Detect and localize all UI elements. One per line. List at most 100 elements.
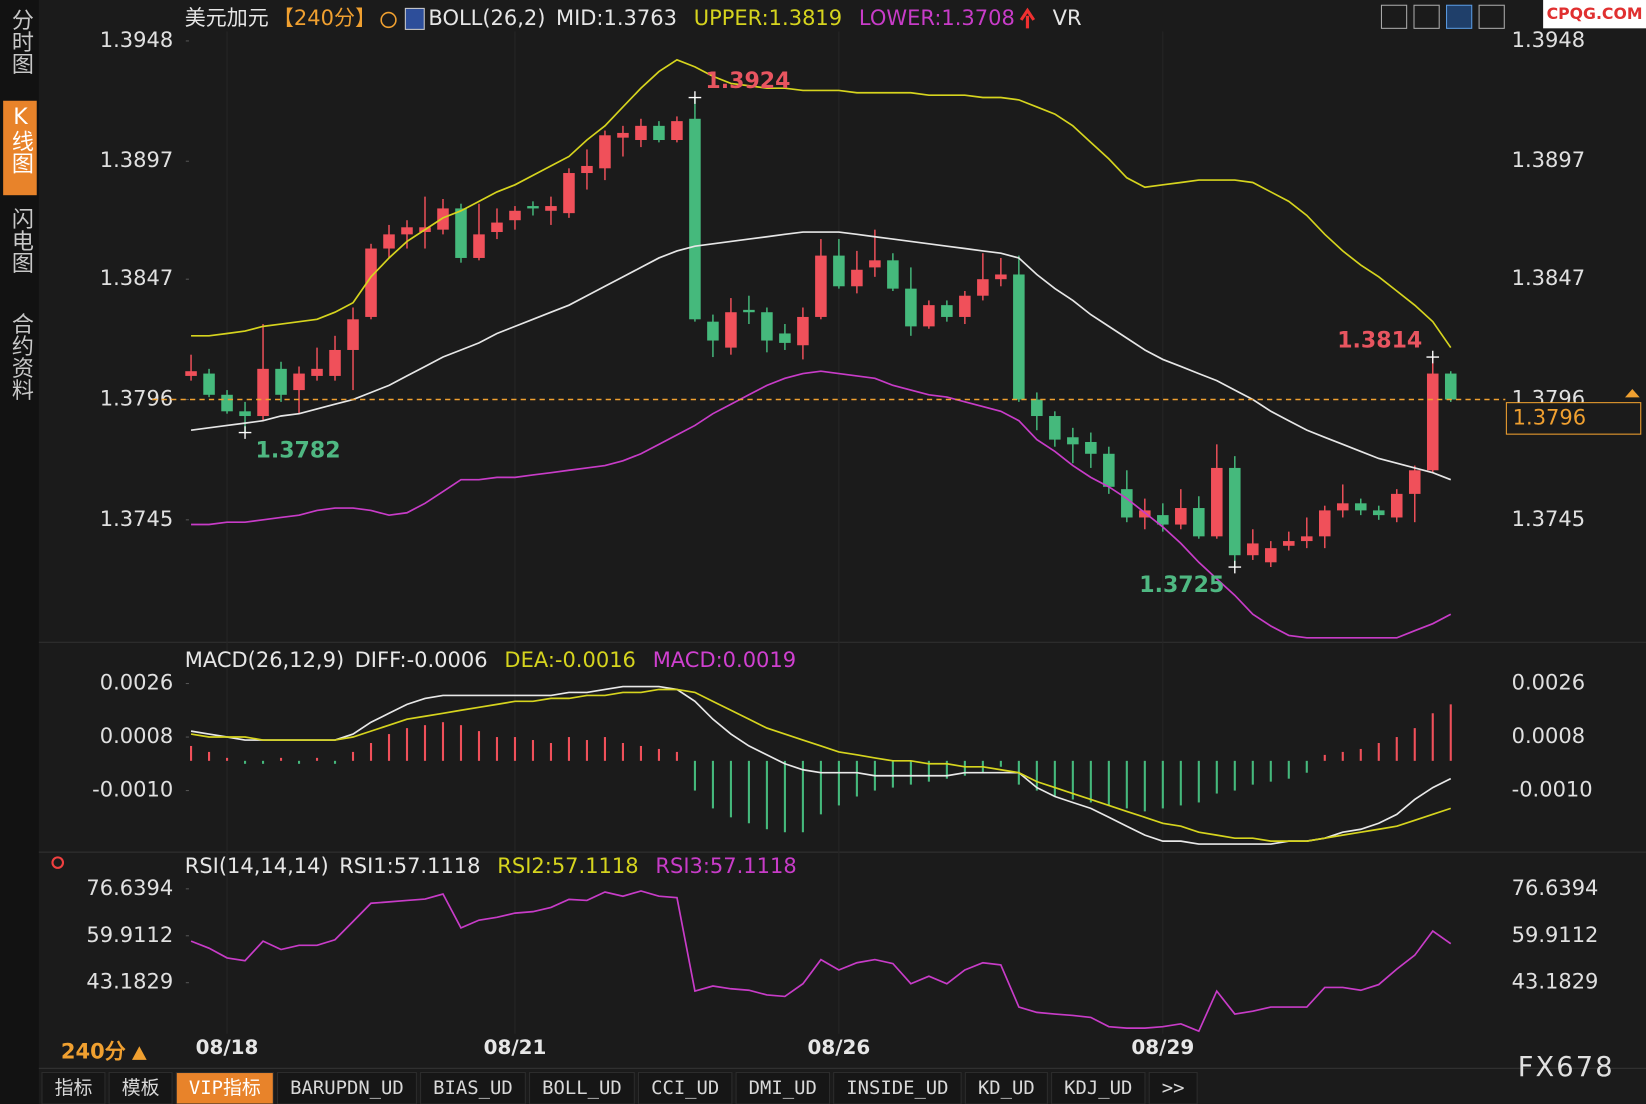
y-tick-label: 1.3897 bbox=[100, 148, 173, 172]
candle-body bbox=[1390, 493, 1403, 518]
y-tick-label-right: 1.3745 bbox=[1512, 507, 1585, 531]
tool-icon[interactable] bbox=[1478, 4, 1505, 29]
sidebar-tab[interactable]: K线图 bbox=[8, 105, 33, 174]
candle-body bbox=[905, 288, 917, 327]
candle-body bbox=[1444, 373, 1457, 400]
candle-body bbox=[599, 135, 611, 169]
extreme-marker bbox=[238, 426, 252, 439]
current-price-arrow bbox=[1625, 389, 1640, 398]
bottom-tab[interactable]: KDJ_UD bbox=[1064, 1077, 1132, 1099]
indicator-name: BOLL(26,2) bbox=[428, 6, 545, 30]
candle-body bbox=[1211, 467, 1223, 537]
bottom-tab[interactable]: BOLL_UD bbox=[542, 1077, 622, 1099]
candle-body bbox=[293, 373, 305, 391]
candle-body bbox=[455, 208, 467, 258]
watermark-box bbox=[1543, 0, 1646, 29]
bottom-tab-bg bbox=[420, 1071, 526, 1104]
candle-body bbox=[1247, 543, 1259, 556]
candle-body bbox=[1157, 515, 1169, 525]
sidebar-tab[interactable]: 分时图 bbox=[8, 8, 34, 74]
settings-icon[interactable] bbox=[51, 856, 65, 869]
candle-body bbox=[365, 248, 377, 317]
candle-body bbox=[869, 260, 881, 268]
current-price-box bbox=[1505, 402, 1642, 435]
candle-body bbox=[1408, 470, 1421, 494]
candle-body bbox=[833, 255, 845, 287]
period-selector[interactable]: 240分 bbox=[61, 1040, 126, 1064]
candle-body bbox=[1175, 508, 1187, 525]
candle-body bbox=[923, 305, 935, 327]
candle-body bbox=[815, 255, 827, 317]
bottom-tab[interactable]: 模板 bbox=[122, 1077, 160, 1099]
bottom-tab[interactable]: VIP指标 bbox=[189, 1077, 261, 1099]
candle-body bbox=[221, 394, 233, 412]
legend-entry: DIFF:-0.0006 bbox=[355, 648, 488, 672]
tool-icon[interactable] bbox=[1446, 4, 1473, 29]
tool-icon[interactable] bbox=[1380, 4, 1408, 29]
candle-body bbox=[959, 295, 971, 317]
extreme-marker bbox=[688, 91, 702, 104]
y-tick-label: 1.3948 bbox=[100, 28, 173, 52]
candle-body bbox=[725, 312, 737, 348]
bottom-tab[interactable]: 指标 bbox=[55, 1077, 93, 1099]
extreme-label: 1.3725 bbox=[1139, 573, 1224, 598]
chart-title: 美元加元 bbox=[185, 6, 269, 30]
candle-body bbox=[581, 165, 593, 174]
y-tick-label-right: 76.6394 bbox=[1512, 876, 1599, 900]
bottom-tab[interactable]: CCI_UD bbox=[651, 1077, 719, 1099]
bottom-tab-bg bbox=[637, 1071, 733, 1104]
logo: FX678 bbox=[1518, 1052, 1615, 1083]
candle-body bbox=[1265, 548, 1277, 563]
legend-entry: MACD:0.0019 bbox=[653, 648, 796, 672]
bottom-tab[interactable]: KD_UD bbox=[978, 1077, 1035, 1099]
candle-body bbox=[1301, 536, 1313, 542]
y-tick-label-right: -0.0010 bbox=[1512, 778, 1593, 802]
tool-icon[interactable] bbox=[1413, 4, 1440, 29]
bottom-tab-bg bbox=[175, 1071, 274, 1104]
legend-entry: RSI1:57.1118 bbox=[339, 854, 480, 878]
extreme-label: 1.3924 bbox=[705, 69, 790, 94]
extra-indicator: VR bbox=[1053, 6, 1082, 30]
bottom-tab-bg bbox=[833, 1071, 962, 1104]
legend-entry: LOWER:1.3708 bbox=[859, 6, 1015, 30]
legend-entry: DEA:-0.0016 bbox=[504, 648, 636, 672]
bottom-tab[interactable]: >> bbox=[1162, 1077, 1185, 1099]
toolbar[interactable] bbox=[1380, 4, 1505, 29]
bottom-tab-bg bbox=[964, 1071, 1048, 1104]
candle-body bbox=[1337, 503, 1349, 511]
sidebar-tab[interactable]: 闪电图 bbox=[8, 208, 33, 274]
candle-body bbox=[851, 269, 863, 287]
candle-body bbox=[401, 227, 413, 235]
candle-body bbox=[383, 234, 395, 249]
candle-body bbox=[1139, 510, 1151, 518]
current-price-label: 1.3796 bbox=[1513, 405, 1586, 429]
candle-body bbox=[311, 368, 323, 376]
sidebar-tab[interactable]: 合约资料 bbox=[8, 313, 34, 402]
candle-body bbox=[617, 132, 629, 138]
candle-body bbox=[653, 125, 665, 141]
candle-body bbox=[257, 368, 269, 417]
candle-body bbox=[635, 125, 647, 141]
y-tick-label-right: 1.3897 bbox=[1512, 148, 1585, 172]
candle-body bbox=[1283, 541, 1295, 546]
bottom-tab-bg bbox=[1148, 1071, 1198, 1104]
y-tick-label-right: 1.3948 bbox=[1512, 28, 1585, 52]
y-tick-label: -0.0010 bbox=[92, 778, 173, 802]
candle-body bbox=[1354, 503, 1367, 511]
boll-icon bbox=[404, 7, 425, 30]
y-tick-label: 76.6394 bbox=[86, 876, 173, 900]
candle-body bbox=[1067, 437, 1079, 445]
bottom-tab[interactable]: DMI_UD bbox=[749, 1077, 817, 1099]
candle-body bbox=[689, 118, 701, 320]
extreme-marker bbox=[1426, 350, 1440, 364]
bottom-tab[interactable]: BIAS_UD bbox=[433, 1077, 513, 1099]
y-tick-label-right: 1.3847 bbox=[1512, 266, 1585, 290]
bottom-tab[interactable]: BARUPDN_UD bbox=[290, 1077, 404, 1099]
vr-arrow bbox=[1019, 7, 1036, 29]
candle-body bbox=[473, 234, 485, 258]
bottom-tab[interactable]: INSIDE_UD bbox=[846, 1077, 948, 1099]
candle-body bbox=[527, 206, 539, 209]
bottom-tab-bg bbox=[108, 1071, 173, 1104]
